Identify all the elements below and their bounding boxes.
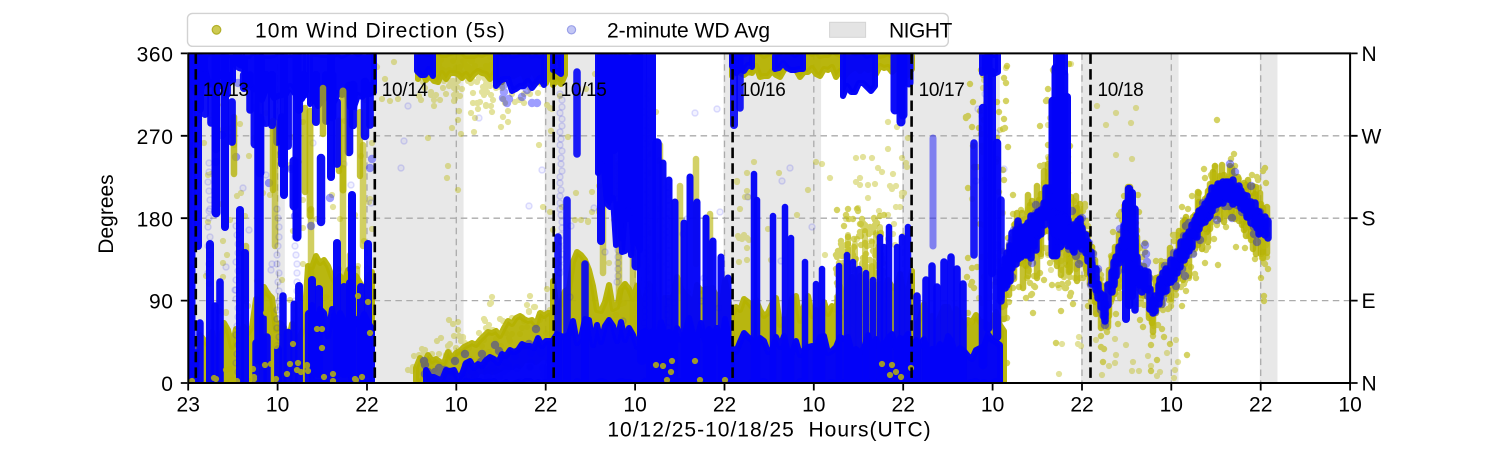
svg-text:10m Wind Direction (5s): 10m Wind Direction (5s) xyxy=(255,19,506,42)
svg-text:10/17: 10/17 xyxy=(919,80,965,101)
svg-text:10/15: 10/15 xyxy=(561,80,607,101)
svg-text:10/12/25-10/18/25 Hours(UTC): 10/12/25-10/18/25 Hours(UTC) xyxy=(607,419,931,442)
svg-text:270: 270 xyxy=(137,126,174,149)
svg-text:22: 22 xyxy=(534,394,557,417)
svg-text:23: 23 xyxy=(177,394,200,417)
svg-text:22: 22 xyxy=(355,394,378,417)
svg-text:22: 22 xyxy=(892,394,915,417)
svg-text:E: E xyxy=(1362,290,1376,313)
svg-text:S: S xyxy=(1362,208,1376,231)
svg-text:NIGHT: NIGHT xyxy=(889,19,953,42)
svg-text:10: 10 xyxy=(266,394,289,417)
svg-text:22: 22 xyxy=(713,394,736,417)
svg-text:90: 90 xyxy=(149,291,174,314)
svg-text:10: 10 xyxy=(981,394,1004,417)
svg-text:10: 10 xyxy=(623,394,646,417)
svg-text:10: 10 xyxy=(1338,394,1361,417)
svg-text:W: W xyxy=(1362,125,1382,148)
svg-text:2-minute WD Avg: 2-minute WD Avg xyxy=(607,19,770,42)
svg-text:10/16: 10/16 xyxy=(740,80,786,101)
svg-text:180: 180 xyxy=(137,208,174,231)
svg-text:10/18: 10/18 xyxy=(1098,80,1144,101)
svg-text:10/14: 10/14 xyxy=(382,80,429,101)
svg-text:10: 10 xyxy=(1160,394,1183,417)
svg-text:22: 22 xyxy=(1249,394,1272,417)
svg-text:Degrees: Degrees xyxy=(95,174,118,253)
svg-text:N: N xyxy=(1362,373,1377,396)
svg-text:10/13: 10/13 xyxy=(203,80,249,101)
svg-text:10: 10 xyxy=(802,394,825,417)
svg-text:0: 0 xyxy=(161,373,173,396)
svg-text:360: 360 xyxy=(137,44,174,67)
svg-text:22: 22 xyxy=(1070,394,1093,417)
svg-text:N: N xyxy=(1362,43,1377,66)
svg-text:10: 10 xyxy=(445,394,468,417)
